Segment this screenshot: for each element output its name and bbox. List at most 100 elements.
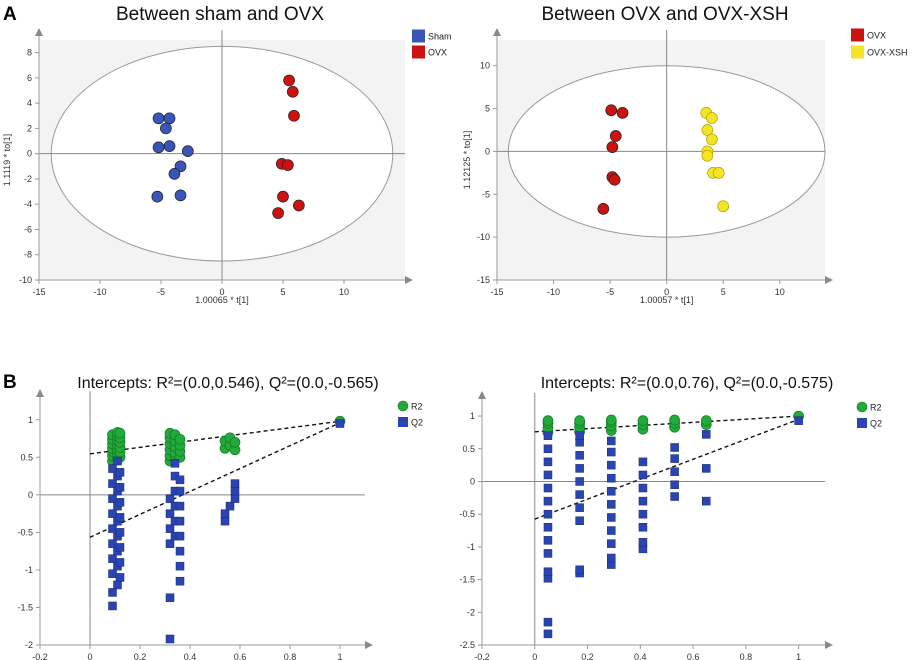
data-point-q2 (794, 416, 803, 425)
data-point-q2 (220, 509, 230, 518)
legend-marker-ovx-xsh (851, 45, 864, 59)
data-point-q2 (543, 457, 553, 467)
data-point-q2 (670, 443, 679, 452)
y-tick-label: 1 (470, 411, 475, 421)
data-point-q2 (575, 431, 584, 440)
data-point-ovx (606, 141, 619, 153)
data-point-r2 (174, 433, 186, 445)
data-point-q2 (638, 523, 648, 532)
y-tick-label: -0.5 (17, 527, 33, 537)
data-point-q2 (115, 483, 125, 492)
panel-b-label: B (3, 372, 17, 393)
data-point-q2 (607, 553, 616, 563)
chart-b2: -0.2 0 0.2 0.4 0.6 0.8 1 -2.5 -2 -1.5 -1 -0.5 0 0.5 1 I… (459, 375, 882, 660)
legend-label-ovx-xsh: OVX-XSH (867, 48, 908, 58)
data-point-ovx (609, 130, 622, 142)
data-point-q2 (175, 531, 185, 541)
data-point-ovx-xsh (712, 167, 725, 179)
y-tick-label: -6 (24, 224, 32, 234)
data-point-q2 (230, 479, 240, 488)
y-tick-label: 8 (27, 48, 32, 58)
data-point-q2 (175, 561, 185, 571)
y-tick-label: -15 (477, 275, 490, 285)
data-point-q2 (575, 516, 584, 525)
data-point-q2 (115, 543, 125, 552)
data-point-q2 (108, 494, 117, 503)
data-point-sham (152, 141, 165, 154)
y-tick-label: 1 (28, 415, 33, 425)
x-tick-label: 0.4 (634, 652, 647, 660)
data-point-q2 (108, 601, 117, 611)
legend-label-q2: Q2 (411, 418, 423, 428)
data-point-q2 (165, 593, 175, 602)
y-axis-label: 1.1119 * to[1] (2, 134, 12, 186)
data-point-q2 (702, 496, 711, 506)
data-point-q2 (543, 509, 553, 519)
data-point-q2 (175, 516, 185, 526)
y-tick-label: 5 (485, 104, 490, 114)
data-point-q2 (108, 554, 117, 563)
x-tick-label: 1 (337, 652, 342, 660)
y-tick-label: -1 (467, 542, 475, 552)
chart-a2: -15 -10 -5 0 5 10 -15 -10 -5 0 5 10 Between OVX and … (462, 4, 908, 305)
y-axis-label: 1.12125 * to[1] (462, 131, 472, 190)
y-tick-label: -0.5 (459, 509, 475, 519)
data-point-q2 (230, 494, 240, 503)
data-point-sham (168, 168, 181, 180)
data-point-ovx (282, 159, 294, 171)
x-tick-label: 0.6 (687, 652, 700, 660)
data-point-sham (163, 140, 176, 152)
legend-label-q2: Q2 (870, 419, 882, 429)
data-point-q2 (175, 475, 185, 485)
x-axis-arrow (825, 641, 833, 649)
legend-label-ovx: OVX (428, 48, 447, 58)
data-point-q2 (108, 588, 117, 597)
chart-title: Between sham and OVX (116, 4, 324, 25)
data-point-r2 (229, 436, 241, 448)
regression-line-q2 (89, 422, 341, 538)
panel-a-label: A (3, 4, 17, 25)
y-tick-label: 0.5 (462, 444, 475, 454)
data-point-q2 (115, 468, 125, 477)
data-point-q2 (607, 487, 616, 496)
x-tick-label: -5 (157, 287, 165, 297)
data-point-q2 (607, 526, 616, 535)
data-point-q2 (335, 419, 345, 428)
x-tick-label: 1 (796, 652, 801, 660)
data-point-q2 (175, 546, 185, 556)
y-tick-label: 0.5 (20, 452, 33, 462)
y-tick-label: -1.5 (17, 602, 33, 612)
data-point-ovx-xsh (717, 200, 730, 213)
y-tick-label: -1.5 (459, 575, 475, 585)
legend-label-r2: R2 (870, 403, 882, 413)
data-point-q2 (702, 464, 711, 473)
x-axis-label: 1.00065 * t[1] (195, 295, 249, 305)
legend-marker-ovx (851, 28, 864, 42)
data-point-q2 (575, 464, 584, 473)
x-tick-label: -5 (606, 287, 614, 297)
y-axis-arrow (493, 28, 501, 36)
data-point-q2 (607, 473, 616, 483)
chart-title: Intercepts: R²=(0.0,0.546), Q²=(0.0,-0.5… (77, 375, 378, 392)
x-tick-label: -0.2 (474, 652, 490, 660)
legend-marker-sham (412, 29, 425, 43)
chart-title: Intercepts: R²=(0.0,0.76), Q²=(0.0,-0.57… (541, 375, 834, 392)
data-point-ovx-xsh (701, 149, 714, 162)
x-axis-label: 1.00057 * t[1] (640, 295, 694, 305)
x-tick-label: -15 (32, 287, 45, 297)
data-point-ovx-xsh (701, 124, 714, 136)
y-axis-arrow (478, 391, 486, 399)
data-point-q2 (175, 501, 185, 511)
y-tick-label: 0 (470, 476, 475, 486)
x-tick-label: -0.2 (32, 652, 48, 660)
data-point-q2 (607, 513, 616, 522)
data-point-q2 (607, 460, 616, 470)
data-point-q2 (170, 459, 180, 468)
data-point-q2 (115, 558, 125, 567)
data-point-ovx-xsh (706, 112, 718, 124)
x-axis-arrow (365, 641, 373, 649)
data-point-q2 (108, 464, 117, 473)
y-tick-label: -10 (477, 232, 490, 242)
data-point-q2 (638, 457, 648, 467)
data-point-r2 (542, 415, 554, 427)
